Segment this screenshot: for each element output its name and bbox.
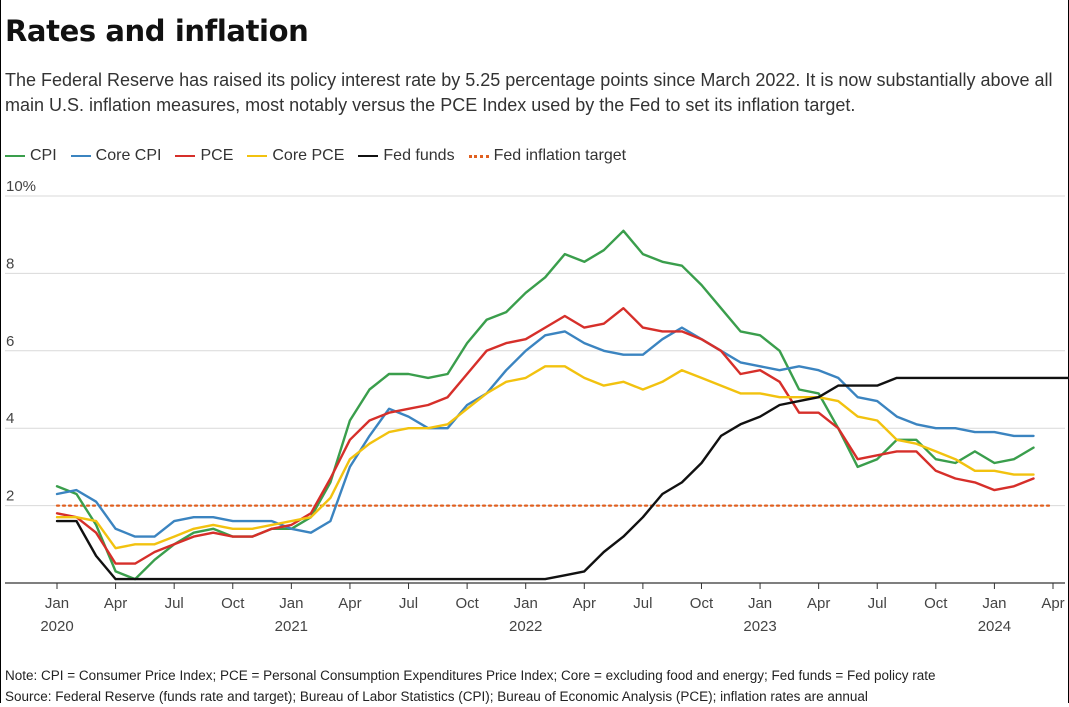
x-tick-label-7: Oct [455, 595, 479, 612]
x-tick-label-3: Oct [221, 595, 245, 612]
legend-label-fed-funds: Fed funds [383, 147, 455, 164]
pce-series-line [55, 306, 1035, 565]
x-year-label-2023: 2023 [743, 618, 776, 635]
cpi-series-line [55, 229, 1035, 581]
legend-item-pce: PCE [175, 147, 233, 165]
x-tick-label-9: Apr [573, 595, 596, 612]
x-year-label-2022: 2022 [509, 618, 542, 635]
x-tick-label-10: Jul [633, 595, 652, 612]
source-text: Source: Federal Reserve (funds rate and … [5, 689, 868, 704]
legend-label-fed-inflation-target: Fed inflation target [493, 147, 627, 164]
legend-item-cpi: CPI [5, 147, 57, 165]
legend-label-pce: PCE [200, 147, 234, 164]
x-tick-label-13: Apr [807, 595, 830, 612]
legend-swatch-core-pce [247, 155, 268, 157]
note-text: Note: CPI = Consumer Price Index; PCE = … [5, 668, 936, 683]
chart-title: Rates and inflation [5, 14, 309, 48]
x-tick-label-17: Apr [1041, 595, 1064, 612]
chart-footnotes: Note: CPI = Consumer Price Index; PCE = … [5, 665, 936, 707]
x-tick-label-16: Jan [982, 595, 1006, 612]
x-tick-label-6: Jul [399, 595, 418, 612]
legend-label-core-cpi: Core CPI [95, 147, 162, 164]
fed-funds-series-line [55, 376, 1069, 581]
y-tick-label-4: 4 [6, 410, 14, 427]
legend-swatch-fed-inflation-target [468, 154, 489, 158]
y-tick-label-10: 10% [6, 180, 36, 195]
legend-swatch-pce [175, 155, 196, 157]
x-tick-label-2: Jul [165, 595, 184, 612]
x-year-label-2024: 2024 [978, 618, 1011, 635]
line-chart: 2 4 6 8 10% Jan 2020 Apr Jul Oct Jan 2021 Apr Jul Oct J… [5, 180, 1069, 635]
x-tick-label-8: Jan [514, 595, 538, 612]
legend-item-fed-funds: Fed funds [358, 147, 455, 165]
legend-label-cpi: CPI [30, 147, 57, 164]
y-tick-label-2: 2 [6, 488, 14, 505]
legend-label-core-pce: Core PCE [272, 147, 345, 164]
x-tick-label-0: Jan [45, 595, 69, 612]
legend-item-fed-inflation-target: Fed inflation target [468, 147, 627, 165]
legend-item-core-pce: Core PCE [247, 147, 344, 165]
legend-swatch-core-cpi [70, 155, 91, 157]
y-tick-label-6: 6 [6, 333, 14, 350]
legend-item-core-cpi: Core CPI [70, 147, 162, 165]
x-year-label-2020: 2020 [40, 618, 73, 635]
legend-swatch-cpi [5, 155, 25, 157]
x-tick-label-12: Jan [748, 595, 772, 612]
chart-subtitle: The Federal Reserve has raised its polic… [5, 70, 1053, 115]
core-pce-series-line [55, 365, 1035, 550]
x-tick-label-1: Apr [104, 595, 127, 612]
x-tick-label-11: Oct [690, 595, 714, 612]
y-tick-label-8: 8 [6, 255, 14, 272]
x-tick-label-4: Jan [279, 595, 303, 612]
legend: CPI Core CPI PCE Core PCE Fed funds Fed … [5, 147, 640, 165]
x-tick-label-15: Oct [924, 595, 948, 612]
core-cpi-series-line [55, 326, 1035, 538]
x-year-label-2021: 2021 [275, 618, 308, 635]
x-tick-label-14: Jul [868, 595, 887, 612]
legend-swatch-fed-funds [358, 155, 379, 157]
x-tick-label-5: Apr [338, 595, 361, 612]
